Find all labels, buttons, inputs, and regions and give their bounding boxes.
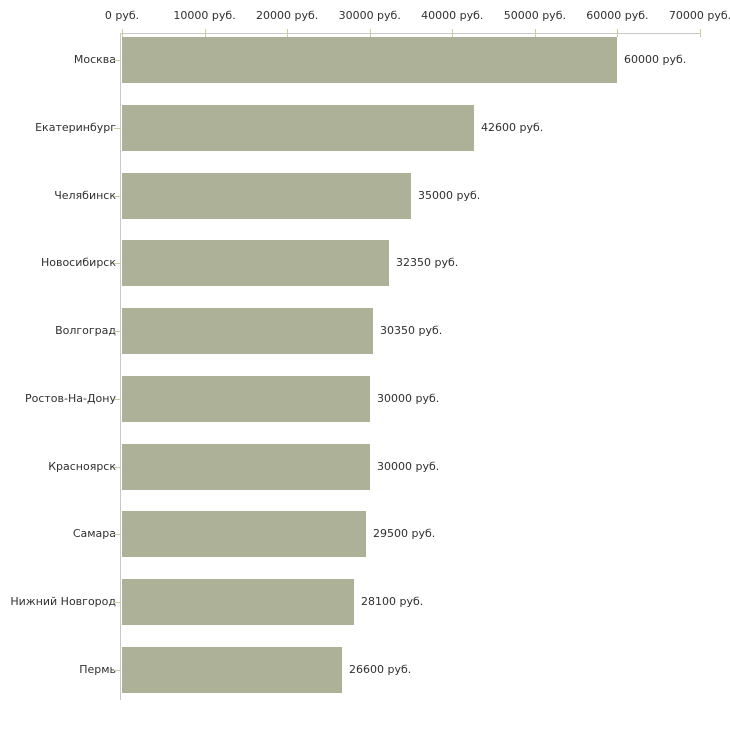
category-label: Ростов-На-Дону [24,392,116,405]
x-axis-line [121,33,701,34]
category-label: Новосибирск [40,256,116,269]
x-tick-label: 10000 руб. [173,9,236,22]
value-label: 30000 руб. [377,392,440,405]
category-label: Челябинск [54,189,116,202]
value-label: 30350 руб. [380,324,443,337]
x-tick-mark [700,29,701,37]
value-label: 28100 руб. [361,595,424,608]
x-tick-mark [534,29,536,37]
value-label: 35000 руб. [418,189,481,202]
category-label: Екатеринбург [35,121,116,134]
bar [122,376,370,422]
x-tick-label: 50000 руб. [503,9,566,22]
value-label: 60000 руб. [624,53,687,66]
y-tick-mark [114,602,120,603]
category-label: Самара [72,527,116,540]
x-tick-mark [287,29,289,37]
bar [122,37,617,83]
bar [122,444,370,490]
x-tick-mark [204,29,206,37]
bar [122,308,373,354]
bar [122,579,354,625]
y-tick-mark [114,196,120,197]
value-label: 29500 руб. [373,527,436,540]
x-tick-mark [617,29,619,37]
y-axis-line [120,33,121,700]
bar [122,105,474,151]
y-tick-mark [114,128,120,129]
x-tick-mark [369,29,371,37]
bar [122,511,366,557]
category-label: Москва [73,53,116,66]
value-label: 30000 руб. [377,460,440,473]
y-tick-mark [114,670,120,671]
bar [122,173,411,219]
x-tick-label: 0 руб. [104,9,140,22]
y-tick-mark [114,534,120,535]
x-tick-label: 60000 руб. [586,9,649,22]
x-tick-mark [452,29,454,37]
value-label: 32350 руб. [396,256,459,269]
y-tick-mark [114,331,120,332]
y-tick-mark [114,399,120,400]
x-tick-label: 20000 руб. [256,9,319,22]
x-tick-label: 40000 руб. [421,9,484,22]
y-tick-mark [114,60,120,61]
y-tick-mark [114,263,120,264]
category-label: Нижний Новгород [10,595,116,608]
x-tick-label: 30000 руб. [338,9,401,22]
category-label: Волгоград [55,324,116,337]
value-label: 42600 руб. [481,121,544,134]
bar [122,647,342,693]
y-tick-mark [114,467,120,468]
x-tick-mark [122,29,123,37]
bar [122,240,389,286]
x-tick-label: 70000 руб. [668,9,730,22]
category-label: Красноярск [48,460,116,473]
value-label: 26600 руб. [349,663,412,676]
category-label: Пермь [79,663,116,676]
